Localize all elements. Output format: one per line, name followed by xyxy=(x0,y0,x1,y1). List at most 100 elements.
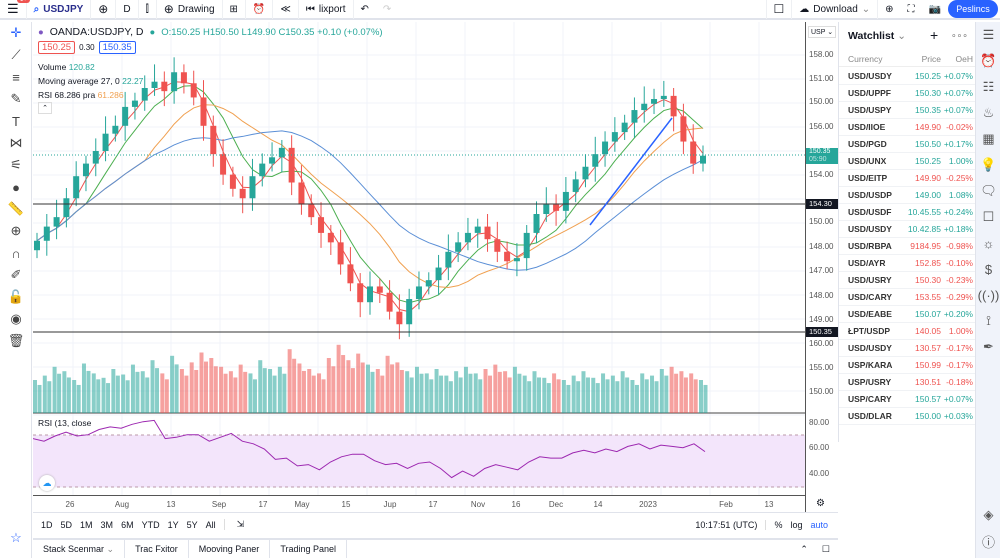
menu-button[interactable]: ☰ 1+ xyxy=(0,0,30,19)
volume-legend[interactable]: Volume 120.82 xyxy=(38,62,95,72)
tab-mooving-paner[interactable]: Mooving Paner xyxy=(189,540,271,558)
redo-button[interactable]: ↷ xyxy=(376,0,398,19)
watchlist-row[interactable]: USD/USDY 150.25 +0.07% xyxy=(839,68,976,85)
range-3m[interactable]: 3M xyxy=(100,519,114,530)
col-symbol[interactable]: Currency xyxy=(848,54,883,64)
ma-legend[interactable]: Moving average 27, 0 22.27 xyxy=(38,76,144,86)
feather-tab[interactable]: ✒ xyxy=(976,334,1000,360)
ruler-tool[interactable]: 📏 xyxy=(0,198,32,220)
range-all[interactable]: All xyxy=(205,519,216,530)
pattern-tool[interactable]: ⋈ xyxy=(0,132,32,154)
axis-settings-button[interactable]: ⚙ xyxy=(816,498,825,509)
zoom-tool[interactable]: ⊕ xyxy=(0,220,32,242)
chart-canvas[interactable] xyxy=(33,22,838,512)
fib-tool[interactable]: ≡ xyxy=(0,66,32,88)
messages-tab[interactable]: ☐ xyxy=(976,204,1000,230)
expand-button[interactable]: ⛶ xyxy=(901,0,922,19)
hotlist-tab[interactable]: ♨ xyxy=(976,100,1000,126)
magnet-tool[interactable]: ∩ xyxy=(0,242,32,264)
clock-time[interactable]: 10:17:51 (UTC) xyxy=(691,519,767,530)
calendar-tab[interactable]: ▦ xyxy=(976,126,1000,152)
tools-tab[interactable]: ⟟ xyxy=(976,308,1000,334)
replay-button[interactable]: ≪ xyxy=(273,0,299,19)
watchlist-row[interactable]: USD/EITP 149.90 -0.25% xyxy=(839,170,976,187)
tab-stack-screener[interactable]: Stack Scenmar ⌄ xyxy=(33,540,126,558)
log-toggle[interactable]: log xyxy=(790,519,803,530)
forecast-tool[interactable]: ⚟ xyxy=(0,154,32,176)
chart-type-button[interactable]: ⫿ xyxy=(139,0,157,19)
rsi-legend[interactable]: RSI 68.286 pra 61.286 xyxy=(38,90,124,100)
icon-tool[interactable]: ● xyxy=(0,176,32,198)
percent-toggle[interactable]: % xyxy=(774,519,783,530)
watchlist-row[interactable]: USP/KARA 150.99 -0.17% xyxy=(839,357,976,374)
watchlist-title[interactable]: Watchlist ⌄ xyxy=(848,30,907,42)
range-1y[interactable]: 1Y xyxy=(167,519,179,530)
watchlist-row[interactable]: USD/EABE 150.07 +0.20% xyxy=(839,306,976,323)
layout-button[interactable]: ⊞ xyxy=(223,0,246,19)
snapshot-button[interactable]: 📷 xyxy=(922,0,948,19)
lock-tool[interactable]: 🔓 xyxy=(0,286,32,308)
price-axis[interactable]: USP ⌄ ⚙ 158.00 151.00 150.00 156.00 154.00 15… xyxy=(805,22,839,512)
tab-trading-panel[interactable]: Trading Panel xyxy=(270,540,348,558)
chart-area[interactable]: ● OANDA:USDJPY, D ● O:150.25 H150.50 L14… xyxy=(33,22,839,512)
time-axis[interactable]: 26 Aug 13 Sep 17 May 15 Jup 17 Nov 16 Dec 14 2023 Feb 1… xyxy=(33,495,805,512)
more-button[interactable]: ∘∘∘ xyxy=(951,30,968,41)
details-tab[interactable]: ☷ xyxy=(976,74,1000,100)
range-1m[interactable]: 1M xyxy=(80,519,93,530)
range-6m[interactable]: 6M xyxy=(121,519,134,530)
crosshair-tool[interactable]: ✛ xyxy=(0,22,32,44)
ideas-tab[interactable]: 💡 xyxy=(976,152,1000,178)
watchlist-row[interactable]: ŁPT/USDP 140.05 1.00% xyxy=(839,323,976,340)
collapse-legend-button[interactable]: ⌃ xyxy=(38,102,52,114)
watchlist-row[interactable]: USD/DLAR 150.00 +0.03% xyxy=(839,408,976,425)
tab-trac-fxitor[interactable]: Trac Fxitor xyxy=(125,540,189,558)
brush-tool[interactable]: ✎ xyxy=(0,88,32,110)
interval-button[interactable]: D xyxy=(116,0,139,19)
zoom-button[interactable]: ⊕ xyxy=(878,0,900,19)
favorites-button[interactable]: ☆ xyxy=(0,527,32,549)
maximize-panel-button[interactable]: ☐ xyxy=(814,544,838,555)
range-5d[interactable]: 5D xyxy=(60,519,73,530)
dividends-tab[interactable]: $ xyxy=(976,256,1000,282)
publish-button[interactable]: Peslincs xyxy=(948,0,998,18)
currency-select[interactable]: USP ⌄ xyxy=(808,26,836,38)
visibility-tool[interactable]: ◉ xyxy=(0,308,32,330)
broadcast-tab[interactable]: ((·)) xyxy=(976,282,1000,308)
watchlist-row[interactable]: USP/CARY 150.57 +0.07% xyxy=(839,391,976,408)
undo-button[interactable]: ↶ xyxy=(354,0,376,19)
watchlist-row[interactable]: USD/UNX 150.25 1.00% xyxy=(839,153,976,170)
col-price[interactable]: Price xyxy=(921,54,941,64)
watchlist-row[interactable]: USP/USRY 130.51 -0.18% xyxy=(839,374,976,391)
watchlist-row[interactable]: USD/USDY 130.57 -0.17% xyxy=(839,340,976,357)
watchlist-row[interactable]: USD/IIOE 149.90 -0.02% xyxy=(839,119,976,136)
watchlist-tab[interactable]: ☰ xyxy=(976,22,1000,48)
watchlist-row[interactable]: USD/AYR 152.85 -0.10% xyxy=(839,255,976,272)
range-ytd[interactable]: YTD xyxy=(141,519,160,530)
watchlist-row[interactable]: USD/USDY 10.42.85 +0.18% xyxy=(839,221,976,238)
watchlist-row[interactable]: USD/PGD 150.50 +0.17% xyxy=(839,136,976,153)
stay-drawing-tool[interactable]: ✐ xyxy=(0,264,32,286)
text-tool[interactable]: T xyxy=(0,110,32,132)
alert-button[interactable]: ⏰ xyxy=(246,0,274,19)
watchlist-row[interactable]: USD/USPY 150.35 +0.07% xyxy=(839,102,976,119)
chats-tab[interactable]: 🗨 xyxy=(976,178,1000,204)
bid-price[interactable]: 150.25 xyxy=(38,41,76,54)
drawing-button[interactable]: ⊕ Drawing xyxy=(157,0,223,19)
download-button[interactable]: ☁ Download ⌄ xyxy=(792,0,879,19)
streams-tab[interactable]: ☼ xyxy=(976,230,1000,256)
compare-button[interactable]: ⊕ xyxy=(91,0,117,19)
watchlist-row[interactable]: USD/USDP 149.00 1.08% xyxy=(839,187,976,204)
range-1d[interactable]: 1D xyxy=(41,519,53,530)
watchlist-row[interactable]: USD/USRY 150.30 -0.23% xyxy=(839,272,976,289)
watchlist-row[interactable]: USD/USDF 10.45.55 +0.24% xyxy=(839,204,976,221)
layers-button[interactable]: ◈ xyxy=(976,502,1000,528)
ask-price[interactable]: 150.35 xyxy=(98,41,136,54)
col-change[interactable]: OeH xyxy=(955,54,973,64)
watchlist-row[interactable]: USD/CARY 153.55 -0.29% xyxy=(839,289,976,306)
remove-tool[interactable]: 🗑 xyxy=(0,330,32,352)
date-range-button[interactable]: ⇲ xyxy=(223,519,253,530)
add-symbol-button[interactable]: + xyxy=(930,27,938,43)
fullscreen-toggle[interactable]: ☐ xyxy=(765,0,793,19)
watchlist-row[interactable]: USD/RBPA 9184.95 -0.98% xyxy=(839,238,976,255)
watchlist-row[interactable]: USD/UPPF 150.30 +0.07% xyxy=(839,85,976,102)
